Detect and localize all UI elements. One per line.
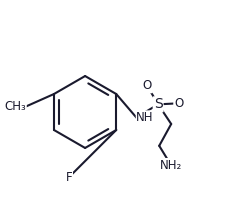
Text: NH: NH: [136, 111, 153, 124]
Text: F: F: [65, 171, 72, 184]
Text: CH₃: CH₃: [4, 100, 26, 113]
Text: S: S: [153, 97, 162, 111]
Text: O: O: [142, 79, 151, 92]
Text: NH₂: NH₂: [159, 159, 182, 172]
Text: O: O: [173, 97, 183, 110]
